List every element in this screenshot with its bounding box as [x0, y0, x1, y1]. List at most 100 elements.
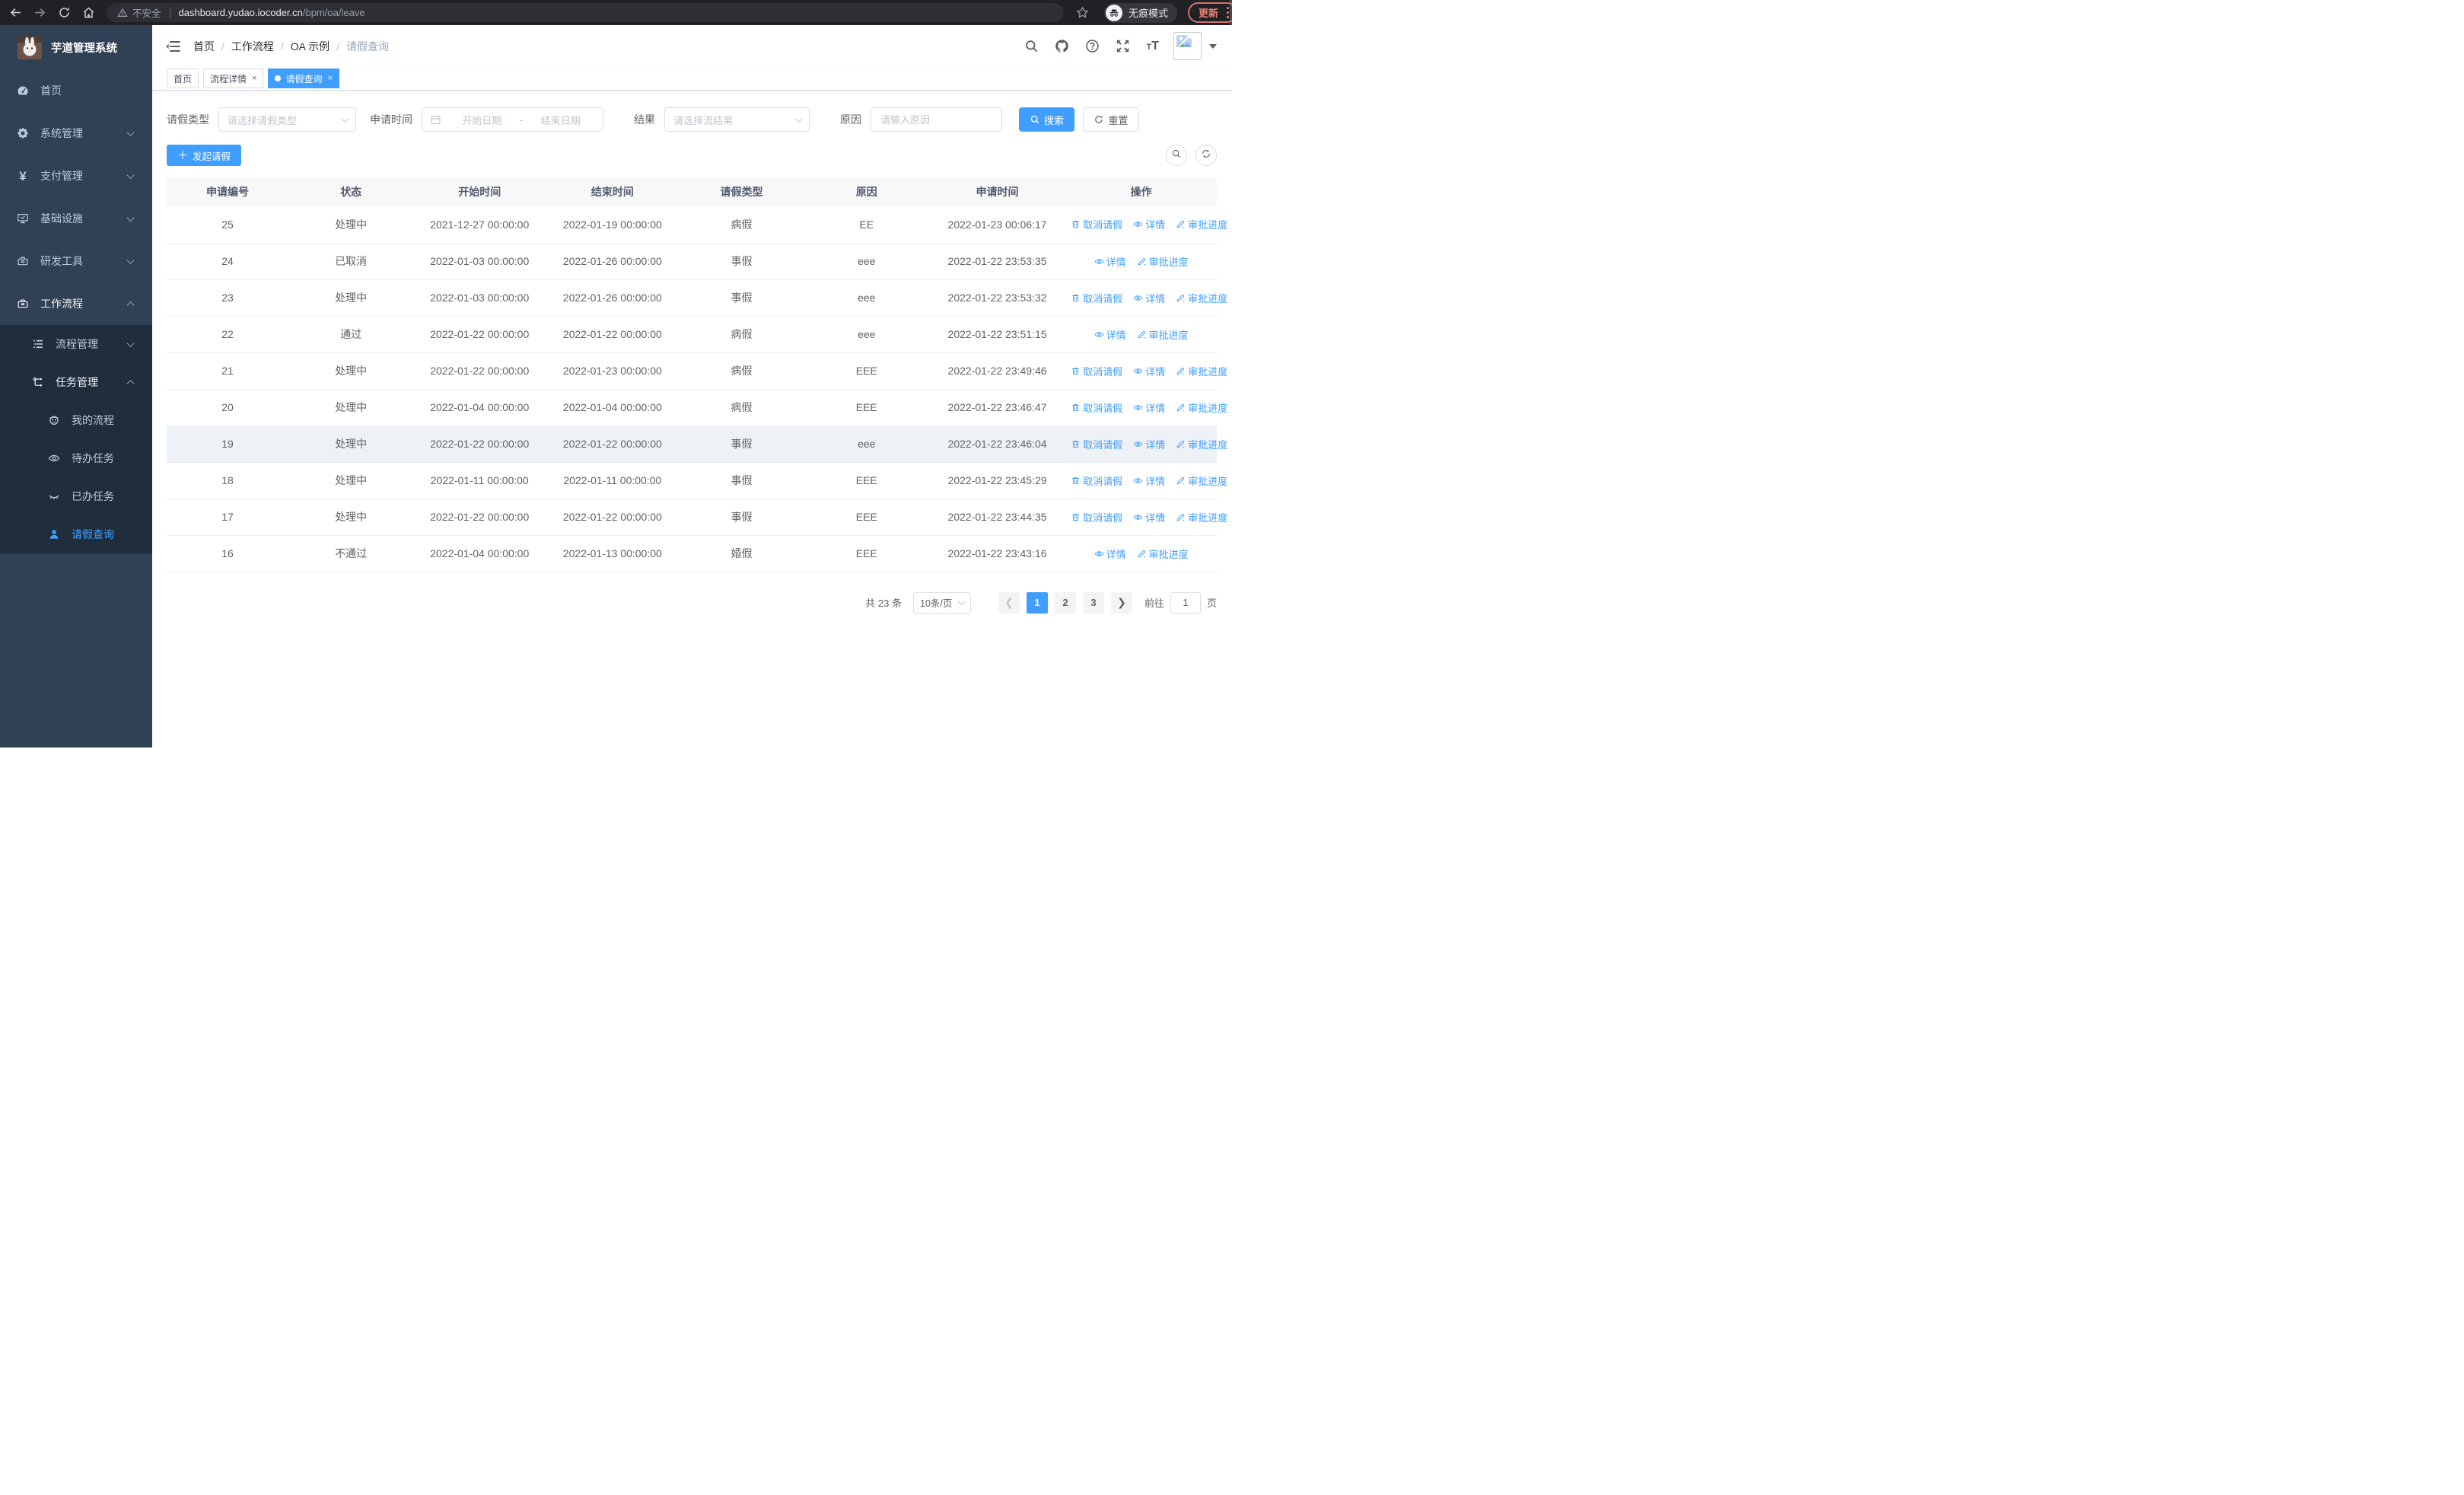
chevron-down-icon: [126, 213, 135, 222]
action-progress-link[interactable]: 审批进度: [1176, 217, 1227, 231]
goto-page-input[interactable]: [1170, 591, 1201, 614]
apply-time-range-input[interactable]: 开始日期 - 结束日期: [422, 107, 603, 132]
address-bar[interactable]: 不安全 dashboard.yudao.iocoder.cn/bpm/oa/le…: [107, 3, 1064, 22]
fullscreen-icon[interactable]: [1116, 39, 1130, 53]
sidebar-item[interactable]: 我的流程: [0, 401, 152, 439]
help-icon[interactable]: [1085, 39, 1100, 53]
action-progress-link[interactable]: 审批进度: [1137, 327, 1189, 342]
result-select[interactable]: 请选择流结果: [664, 107, 810, 132]
tab-close-icon[interactable]: ×: [252, 74, 257, 83]
cell-applied: 2022-01-22 23:53:32: [928, 279, 1066, 317]
sidebar-item[interactable]: 基础设施: [0, 197, 152, 240]
leave-type-select[interactable]: 请选择请假类型: [218, 107, 356, 132]
action-detail-link[interactable]: 详情: [1133, 510, 1165, 524]
sidebar-item[interactable]: 请假查询: [0, 515, 152, 553]
action-progress-link[interactable]: 审批进度: [1176, 473, 1227, 488]
breadcrumb-item[interactable]: 工作流程: [231, 40, 274, 53]
breadcrumb-item[interactable]: OA 示例: [290, 40, 330, 53]
view-tab[interactable]: 流程详情 ×: [203, 69, 264, 88]
cell-start: 2022-01-04 00:00:00: [413, 389, 546, 426]
cell-status: 处理中: [288, 352, 414, 390]
browser-menu-icon[interactable]: [1227, 7, 1230, 18]
active-tab-dot: [275, 75, 282, 81]
action-progress-link[interactable]: 审批进度: [1176, 437, 1227, 451]
action-detail-link[interactable]: 详情: [1094, 254, 1126, 269]
action-cancel-link[interactable]: 取消请假: [1071, 291, 1122, 305]
update-button[interactable]: 更新: [1188, 2, 1232, 23]
avatar[interactable]: [1173, 32, 1202, 60]
avatar-caret-icon[interactable]: [1209, 43, 1217, 49]
date-start-placeholder: 开始日期: [462, 114, 502, 126]
sidebar-item[interactable]: 系统管理: [0, 112, 152, 155]
action-progress-link[interactable]: 审批进度: [1176, 291, 1227, 305]
action-detail-link[interactable]: 详情: [1133, 217, 1165, 231]
action-label: 详情: [1145, 438, 1166, 451]
back-icon[interactable]: [9, 6, 22, 19]
action-progress-link[interactable]: 审批进度: [1137, 254, 1189, 269]
table-row: 24 已取消 2022-01-03 00:00:00 2022-01-26 00:00…: [167, 243, 1217, 280]
action-progress-link[interactable]: 审批进度: [1176, 400, 1227, 415]
bookmark-star-icon[interactable]: [1076, 6, 1089, 19]
action-cancel-link[interactable]: 取消请假: [1071, 400, 1122, 415]
action-cancel-link[interactable]: 取消请假: [1071, 473, 1122, 488]
action-label: 详情: [1145, 402, 1166, 414]
security-chip[interactable]: 不安全: [132, 8, 161, 19]
cell-id: 20: [167, 389, 289, 426]
github-icon[interactable]: [1055, 39, 1069, 53]
action-label: 取消请假: [1083, 292, 1123, 304]
action-cancel-link[interactable]: 取消请假: [1071, 510, 1122, 524]
sidebar-item[interactable]: 研发工具: [0, 240, 152, 282]
action-detail-link[interactable]: 详情: [1133, 400, 1165, 415]
sidebar-item[interactable]: ¥ 支付管理: [0, 155, 152, 197]
tab-label: 请假查询: [285, 73, 323, 84]
action-cancel-link[interactable]: 取消请假: [1071, 437, 1122, 451]
cell-end: 2022-01-26 00:00:00: [546, 279, 680, 317]
sidebar-toggle-icon[interactable]: [166, 40, 180, 53]
search-icon[interactable]: [1024, 39, 1039, 53]
gear-icon: [16, 126, 30, 140]
action-detail-link[interactable]: 详情: [1133, 291, 1165, 305]
forward-icon[interactable]: [33, 6, 46, 19]
cell-applied: 2022-01-23 00:06:17: [928, 206, 1066, 244]
cell-id: 25: [167, 206, 289, 244]
create-leave-button[interactable]: ＋ 发起请假: [167, 145, 242, 166]
page-button-2[interactable]: 2: [1054, 591, 1076, 614]
action-progress-link[interactable]: 审批进度: [1137, 547, 1189, 561]
view-tab[interactable]: 请假查询 ×: [268, 69, 339, 88]
sidebar-item[interactable]: 已办任务: [0, 477, 152, 515]
action-progress-link[interactable]: 审批进度: [1176, 510, 1227, 524]
page-size-select[interactable]: 10条/页: [912, 591, 971, 614]
show-search-button[interactable]: [1166, 145, 1187, 166]
tab-close-icon[interactable]: ×: [327, 74, 333, 83]
prev-page-button[interactable]: ❮: [998, 591, 1020, 614]
action-detail-link[interactable]: 详情: [1133, 364, 1165, 378]
page-button-1[interactable]: 1: [1026, 591, 1048, 614]
reload-icon[interactable]: [58, 6, 71, 19]
action-detail-link[interactable]: 详情: [1133, 437, 1165, 451]
reason-input[interactable]: [871, 107, 1002, 132]
sidebar-item[interactable]: 流程管理: [0, 325, 152, 363]
eye-closed-icon: [47, 489, 61, 503]
sidebar-item[interactable]: 首页: [0, 69, 152, 112]
app-logo-row[interactable]: 芋道管理系统: [0, 25, 152, 69]
action-progress-link[interactable]: 审批进度: [1176, 364, 1227, 378]
column-header: 操作: [1065, 177, 1217, 206]
page-button-3[interactable]: 3: [1082, 591, 1104, 614]
home-icon[interactable]: [82, 6, 95, 19]
sidebar-item[interactable]: 任务管理: [0, 363, 152, 401]
action-detail-link[interactable]: 详情: [1133, 473, 1165, 488]
table-row: 17 处理中 2022-01-22 00:00:00 2022-01-22 00:00…: [167, 499, 1227, 536]
sidebar-item[interactable]: 待办任务: [0, 439, 152, 477]
action-detail-link[interactable]: 详情: [1094, 327, 1126, 342]
action-cancel-link[interactable]: 取消请假: [1071, 364, 1122, 378]
font-size-icon[interactable]: TT: [1146, 39, 1159, 53]
view-tab[interactable]: 首页: [167, 69, 199, 88]
next-page-button[interactable]: ❯: [1110, 591, 1132, 614]
breadcrumb-item[interactable]: 首页: [193, 40, 215, 53]
search-button[interactable]: 搜索: [1019, 107, 1074, 132]
action-cancel-link[interactable]: 取消请假: [1071, 217, 1122, 231]
reset-button[interactable]: 重置: [1083, 107, 1139, 132]
sidebar-item[interactable]: 工作流程: [0, 282, 152, 325]
action-detail-link[interactable]: 详情: [1094, 547, 1126, 561]
refresh-table-button[interactable]: [1195, 145, 1217, 166]
